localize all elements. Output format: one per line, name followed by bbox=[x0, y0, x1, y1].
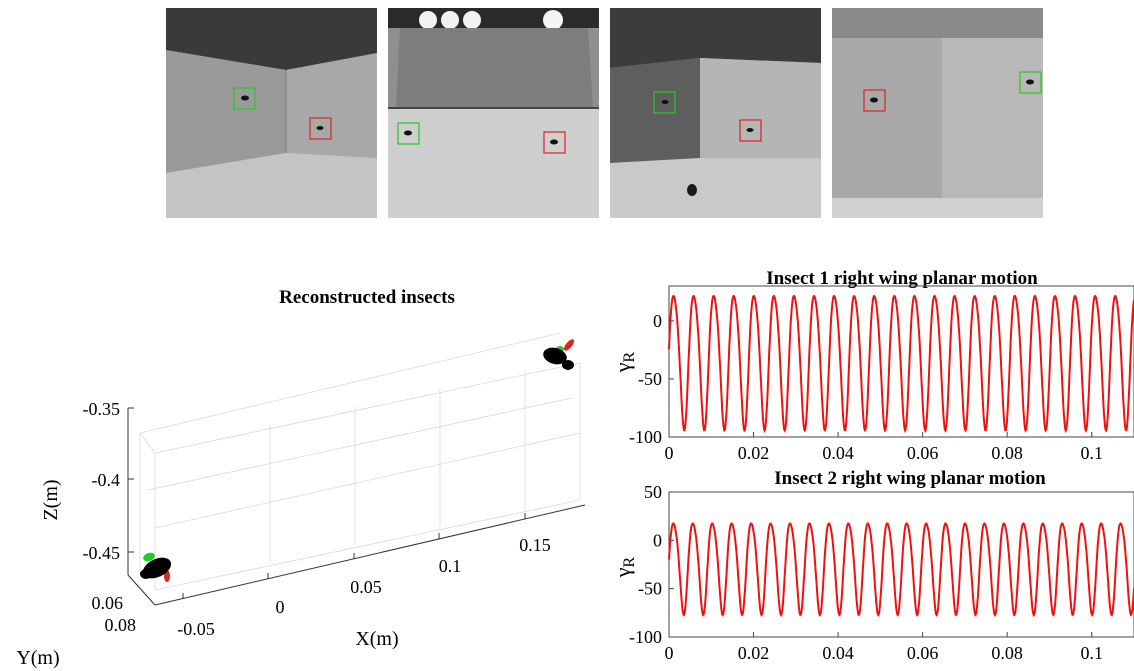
tracking-box-insect-2 bbox=[233, 87, 256, 110]
x-tick-label: 0 bbox=[665, 643, 674, 663]
insect1-wing-motion-chart: Insect 1 right wing planar motion 0 0.02 0… bbox=[610, 268, 1134, 462]
x-tick-label: 0.06 bbox=[907, 443, 939, 462]
x-tick-label: -0.05 bbox=[177, 619, 215, 639]
x-tick-label: 0.05 bbox=[350, 577, 382, 597]
tracking-box-insect-1 bbox=[739, 119, 762, 142]
y-tick-label: -50 bbox=[638, 369, 662, 389]
camera-view-4 bbox=[832, 8, 1043, 218]
reconstruction-3d-chart: Reconstructed insects -0.35 -0.4 -0.45 Z… bbox=[16, 287, 586, 669]
tracking-box-insect-2 bbox=[1019, 71, 1042, 94]
z-axis-label: Z(m) bbox=[40, 479, 62, 520]
x-tick-label: 0.02 bbox=[738, 443, 770, 462]
camera-view-1 bbox=[166, 8, 377, 218]
z-tick-label: -0.45 bbox=[83, 543, 121, 563]
tracking-box-insect-1 bbox=[543, 131, 566, 154]
y-tick-label: 0 bbox=[653, 311, 662, 331]
x-axis-label: X(m) bbox=[355, 628, 398, 650]
x-tick-label: 0.08 bbox=[991, 643, 1023, 663]
tracking-box-insect-2 bbox=[397, 122, 420, 145]
x-tick-label: 0.02 bbox=[738, 643, 770, 663]
tracking-box-insect-2 bbox=[653, 91, 676, 114]
x-tick-label: 0.04 bbox=[822, 443, 854, 462]
y-tick-label: -100 bbox=[629, 627, 662, 647]
x-tick-label: 0 bbox=[276, 597, 285, 617]
y-tick-label: -100 bbox=[629, 427, 662, 447]
y-tick-label: 0.06 bbox=[92, 593, 124, 613]
tracking-box-insect-1 bbox=[309, 117, 332, 140]
x-tick-label: 0 bbox=[665, 443, 674, 462]
x-tick-label: 0.1 bbox=[1080, 643, 1103, 663]
camera-view-3 bbox=[610, 8, 821, 218]
x-tick-label: 0.15 bbox=[519, 535, 551, 555]
y-axis-label: γR bbox=[610, 556, 638, 578]
insect-far-model bbox=[543, 339, 575, 370]
x-tick-label: 0.1 bbox=[1080, 443, 1103, 462]
x-tick-label: 0.08 bbox=[991, 443, 1023, 462]
y-tick-label: 0 bbox=[653, 530, 662, 550]
camera-view-2 bbox=[388, 8, 599, 218]
z-tick-label: -0.35 bbox=[83, 399, 121, 419]
insect2-wing-motion-chart: Insect 2 right wing planar motion 0 0.02 0… bbox=[610, 468, 1134, 663]
y-tick-label: 50 bbox=[644, 482, 662, 502]
series-line bbox=[668, 522, 1134, 618]
y-tick-label: -50 bbox=[638, 579, 662, 599]
tracking-box-insect-1 bbox=[863, 89, 886, 112]
y-axis-label: γR bbox=[610, 351, 638, 373]
chart-title: Insect 1 right wing planar motion bbox=[766, 268, 1038, 289]
chart-title: Reconstructed insects bbox=[279, 287, 455, 308]
chart-title: Insect 2 right wing planar motion bbox=[774, 468, 1046, 489]
x-tick-label: 0.1 bbox=[439, 556, 462, 576]
insect-near-model bbox=[140, 552, 172, 582]
x-tick-label: 0.04 bbox=[822, 643, 854, 663]
z-tick-label: -0.4 bbox=[92, 470, 121, 490]
x-tick-label: 0.06 bbox=[907, 643, 939, 663]
series-line bbox=[668, 294, 1134, 434]
y-tick-label: 0.08 bbox=[105, 615, 137, 635]
y-axis-label: Y(m) bbox=[16, 647, 59, 669]
